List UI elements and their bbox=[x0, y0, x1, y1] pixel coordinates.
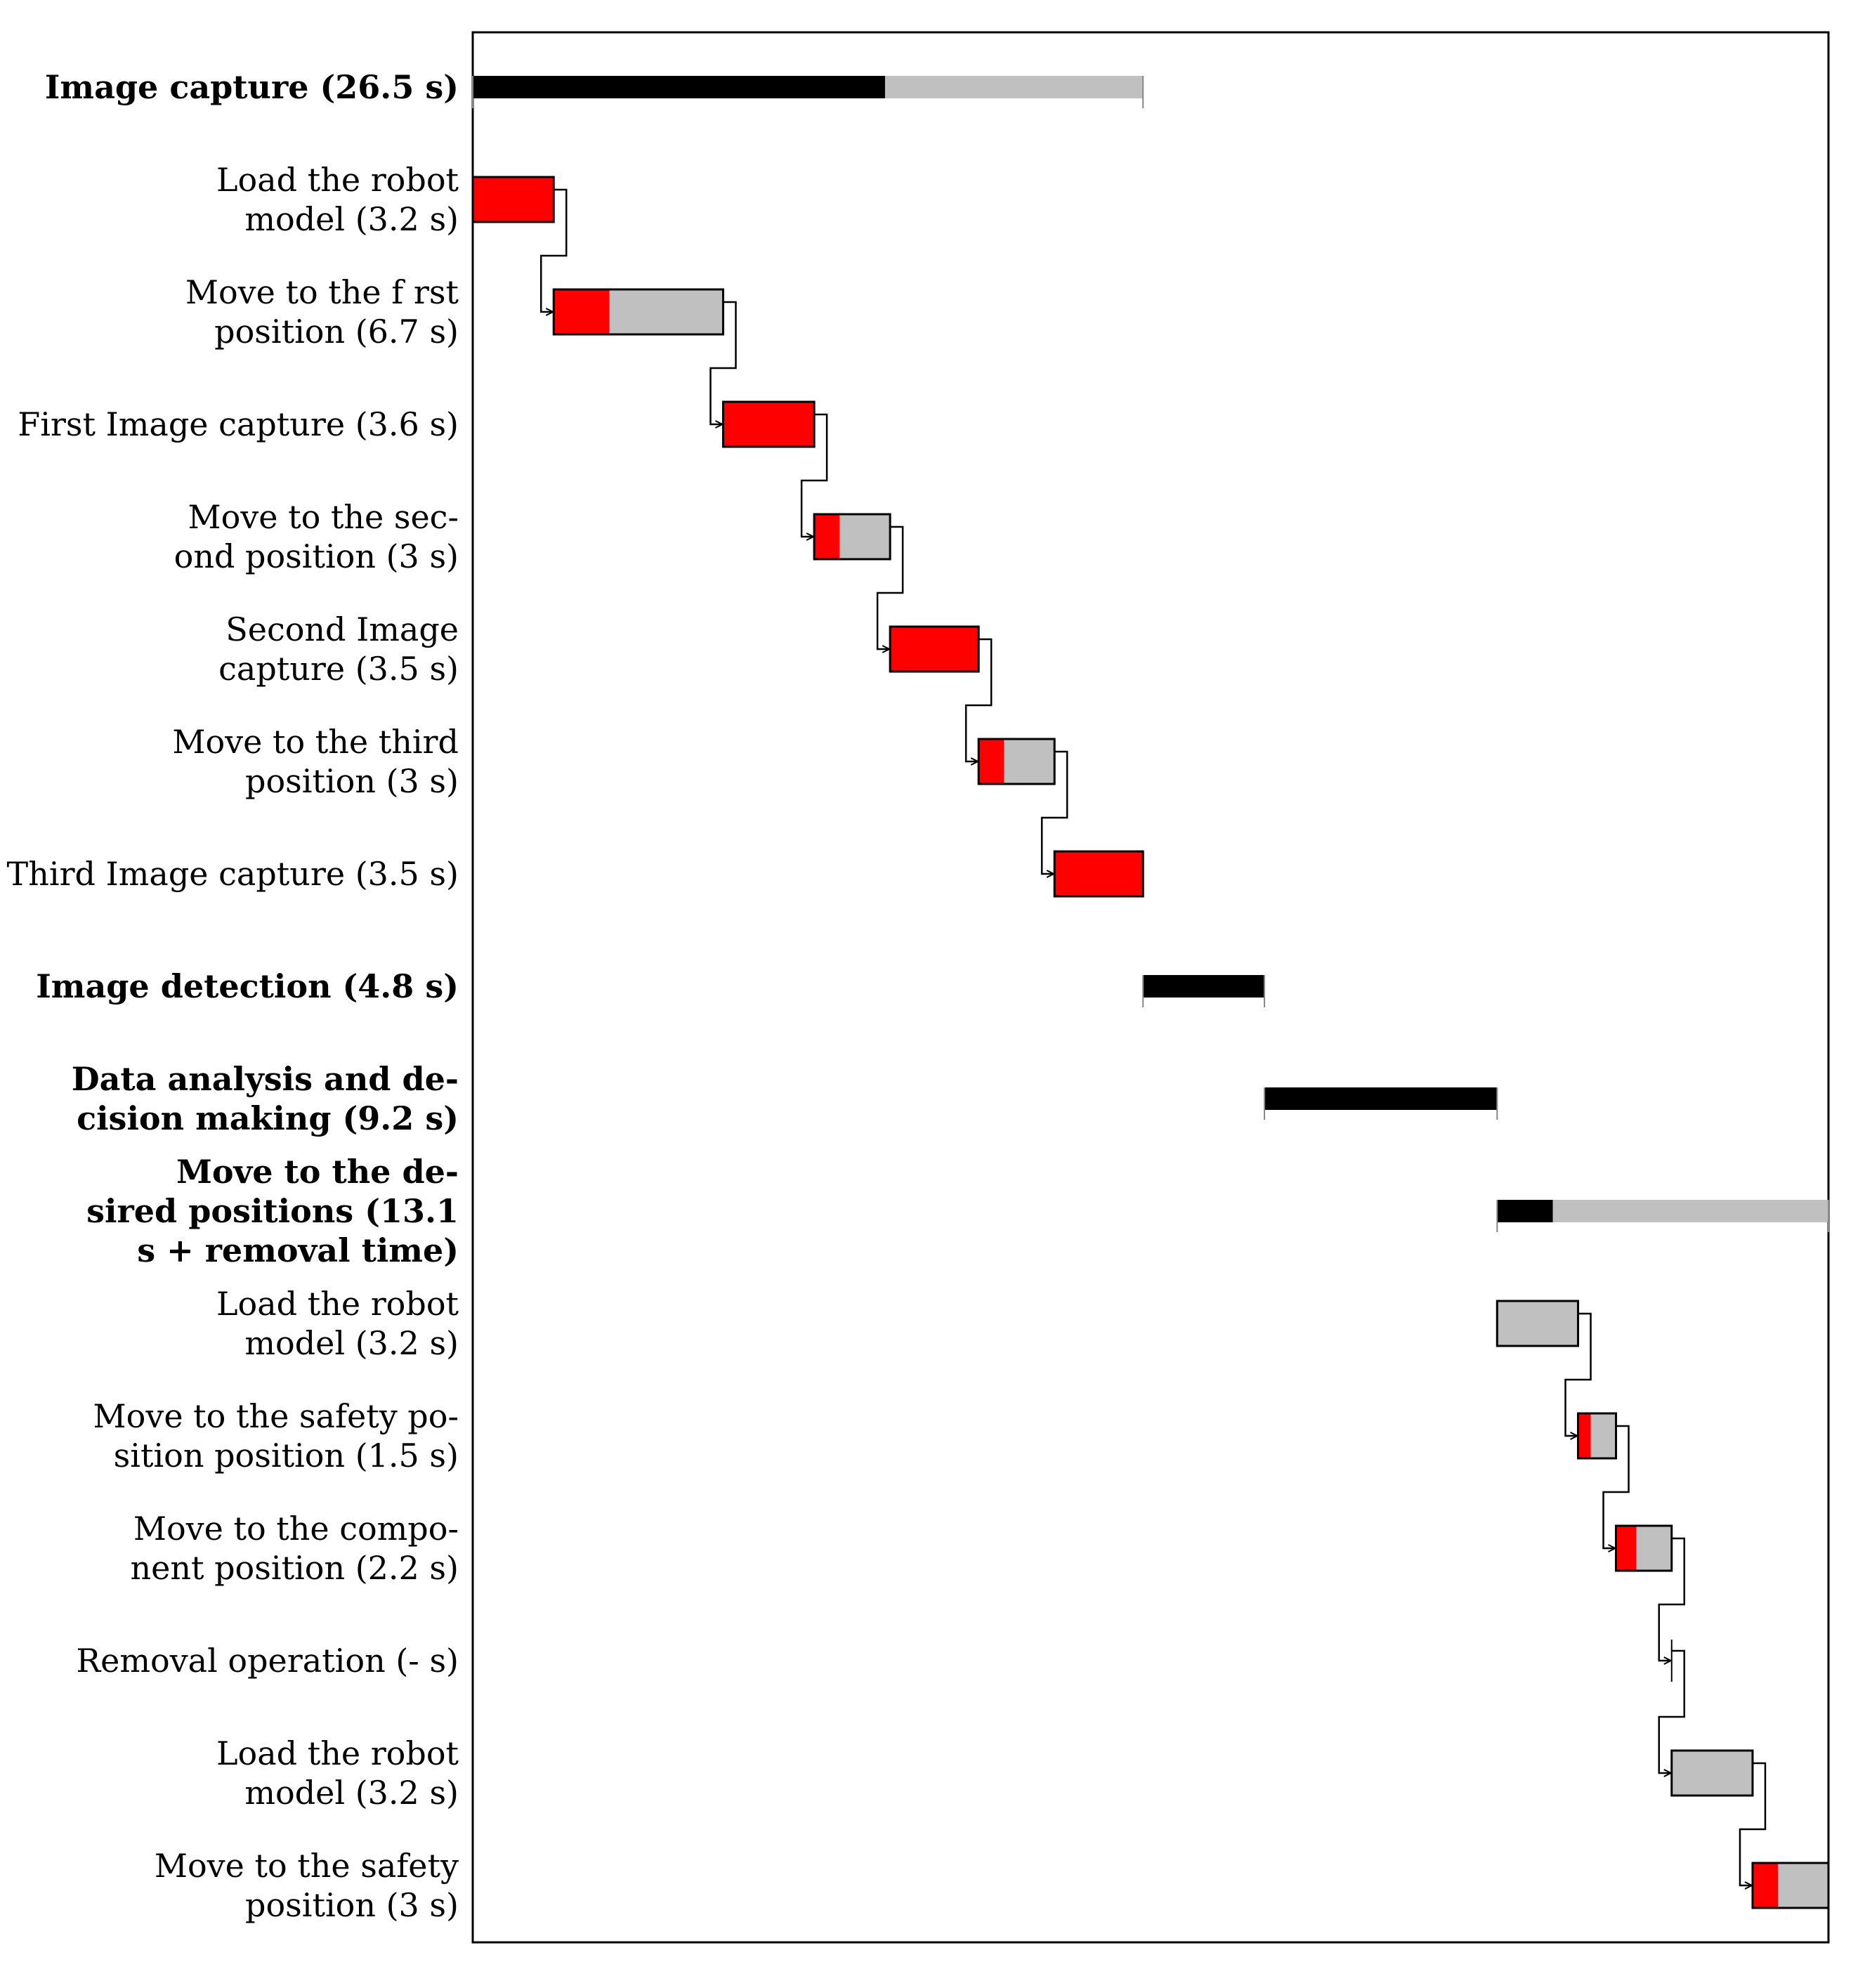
task-label-t9-line-0: Data analysis and de- bbox=[72, 1060, 459, 1098]
task-bar-done-t16 bbox=[1752, 1863, 1778, 1908]
task-bar-outline-t13 bbox=[1615, 1524, 1673, 1572]
phase-bar-done-t0 bbox=[473, 76, 885, 98]
task-bar-done-t3 bbox=[723, 402, 815, 447]
task-bar-outline-t12 bbox=[1577, 1412, 1618, 1460]
task-bars bbox=[471, 76, 1830, 1909]
task-label-t16-line-0: Move to the safety bbox=[155, 1847, 459, 1885]
dependency-link-t1-t2 bbox=[539, 188, 568, 312]
task-label-t10-line-0: Move to the de- bbox=[176, 1153, 459, 1191]
dependency-link-t11-t12 bbox=[1564, 1312, 1592, 1436]
task-bar-outline-t1 bbox=[471, 176, 555, 223]
task-label-t1-line-0: Load the robot bbox=[216, 161, 459, 199]
task-label-t0-line-0: Image capture (26.5 s) bbox=[45, 68, 459, 106]
task-bar-remaining-t11 bbox=[1497, 1301, 1578, 1346]
task-label-t15-line-1: model (3.2 s) bbox=[244, 1774, 459, 1812]
phase-bar-done-t9 bbox=[1264, 1087, 1498, 1110]
task-label-t8-line-0: Image detection (4.8 s) bbox=[36, 967, 459, 1005]
task-bar-done-t5 bbox=[890, 627, 979, 672]
task-bar-outline-t5 bbox=[889, 625, 980, 673]
task-bar-outline-t3 bbox=[721, 400, 816, 448]
chart-frame bbox=[471, 31, 1830, 1944]
task-label-t2-line-0: Move to the f rst bbox=[185, 273, 459, 311]
phase-bar-done-t8 bbox=[1143, 975, 1265, 998]
task-label-t15-line-0: Load the robot bbox=[216, 1734, 459, 1772]
task-label-t3-line-0: First Image capture (3.6 s) bbox=[18, 405, 459, 443]
task-label-t4-line-1: ond position (3 s) bbox=[174, 537, 459, 575]
task-bar-outline-t7 bbox=[1053, 850, 1144, 898]
dependency-link-t12-t13 bbox=[1602, 1425, 1630, 1548]
task-bar-outline-t16 bbox=[1751, 1862, 1830, 1909]
dependency-link-t5-t6 bbox=[964, 638, 993, 761]
task-label-t7-line-0: Third Image capture (3.5 s) bbox=[7, 855, 459, 893]
task-label-t12-line-0: Move to the safety po- bbox=[93, 1397, 459, 1435]
task-bar-outline-t2 bbox=[552, 288, 724, 336]
task-bar-done-t2 bbox=[554, 289, 610, 334]
task-bar-done-t7 bbox=[1054, 851, 1144, 896]
task-bar-outline-t15 bbox=[1670, 1749, 1754, 1797]
task-bar-outline-t4 bbox=[813, 513, 891, 561]
task-label-t10-line-2: s + removal time) bbox=[137, 1231, 459, 1269]
task-label-t4-line-0: Move to the sec- bbox=[188, 498, 459, 536]
task-bar-outline-t6 bbox=[977, 738, 1056, 785]
task-label-t10-line-1: sired positions (13.1 bbox=[86, 1192, 459, 1230]
dependency-link-t13-t14 bbox=[1658, 1537, 1685, 1661]
task-bar-done-t13 bbox=[1616, 1526, 1637, 1571]
task-label-t13-line-1: nent position (2.2 s) bbox=[131, 1549, 459, 1587]
task-label-t11-line-0: Load the robot bbox=[216, 1285, 459, 1323]
dependency-link-t6-t7 bbox=[1040, 750, 1068, 874]
task-bar-outline-t11 bbox=[1496, 1300, 1580, 1347]
dependency-link-t14-t15 bbox=[1658, 1649, 1685, 1773]
task-label-t16-line-1: position (3 s) bbox=[245, 1886, 459, 1924]
task-label-t1-line-1: model (3.2 s) bbox=[244, 200, 459, 238]
task-bar-done-t1 bbox=[473, 177, 554, 222]
task-label-t12-line-1: sition position (1.5 s) bbox=[114, 1437, 459, 1474]
task-labels: Image capture (26.5 s)Load the robotmode… bbox=[7, 68, 459, 1924]
task-label-t6-line-0: Move to the third bbox=[172, 723, 459, 761]
task-label-t13-line-0: Move to the compo- bbox=[133, 1510, 459, 1548]
task-label-t6-line-1: position (3 s) bbox=[245, 762, 459, 800]
dependency-link-t2-t3 bbox=[709, 301, 737, 424]
task-label-t9-line-1: cision making (9.2 s) bbox=[77, 1099, 459, 1137]
task-label-t14-line-0: Removal operation (- s) bbox=[77, 1642, 459, 1680]
task-bar-done-t6 bbox=[979, 739, 1005, 784]
task-label-t5-line-0: Second Image bbox=[225, 610, 459, 648]
task-label-t5-line-1: capture (3.5 s) bbox=[218, 650, 459, 688]
task-bar-remaining-t15 bbox=[1671, 1751, 1753, 1796]
dependency-link-t4-t5 bbox=[876, 525, 904, 649]
phase-bar-done-t10 bbox=[1497, 1200, 1553, 1222]
task-bar-done-t12 bbox=[1578, 1413, 1591, 1458]
dependency-link-t15-t16 bbox=[1739, 1762, 1767, 1885]
dependency-links bbox=[539, 188, 1767, 1885]
task-label-t11-line-1: model (3.2 s) bbox=[244, 1324, 459, 1362]
task-bar-done-t4 bbox=[814, 514, 840, 559]
task-label-t2-line-1: position (6.7 s) bbox=[214, 313, 459, 351]
dependency-link-t3-t4 bbox=[800, 413, 828, 537]
